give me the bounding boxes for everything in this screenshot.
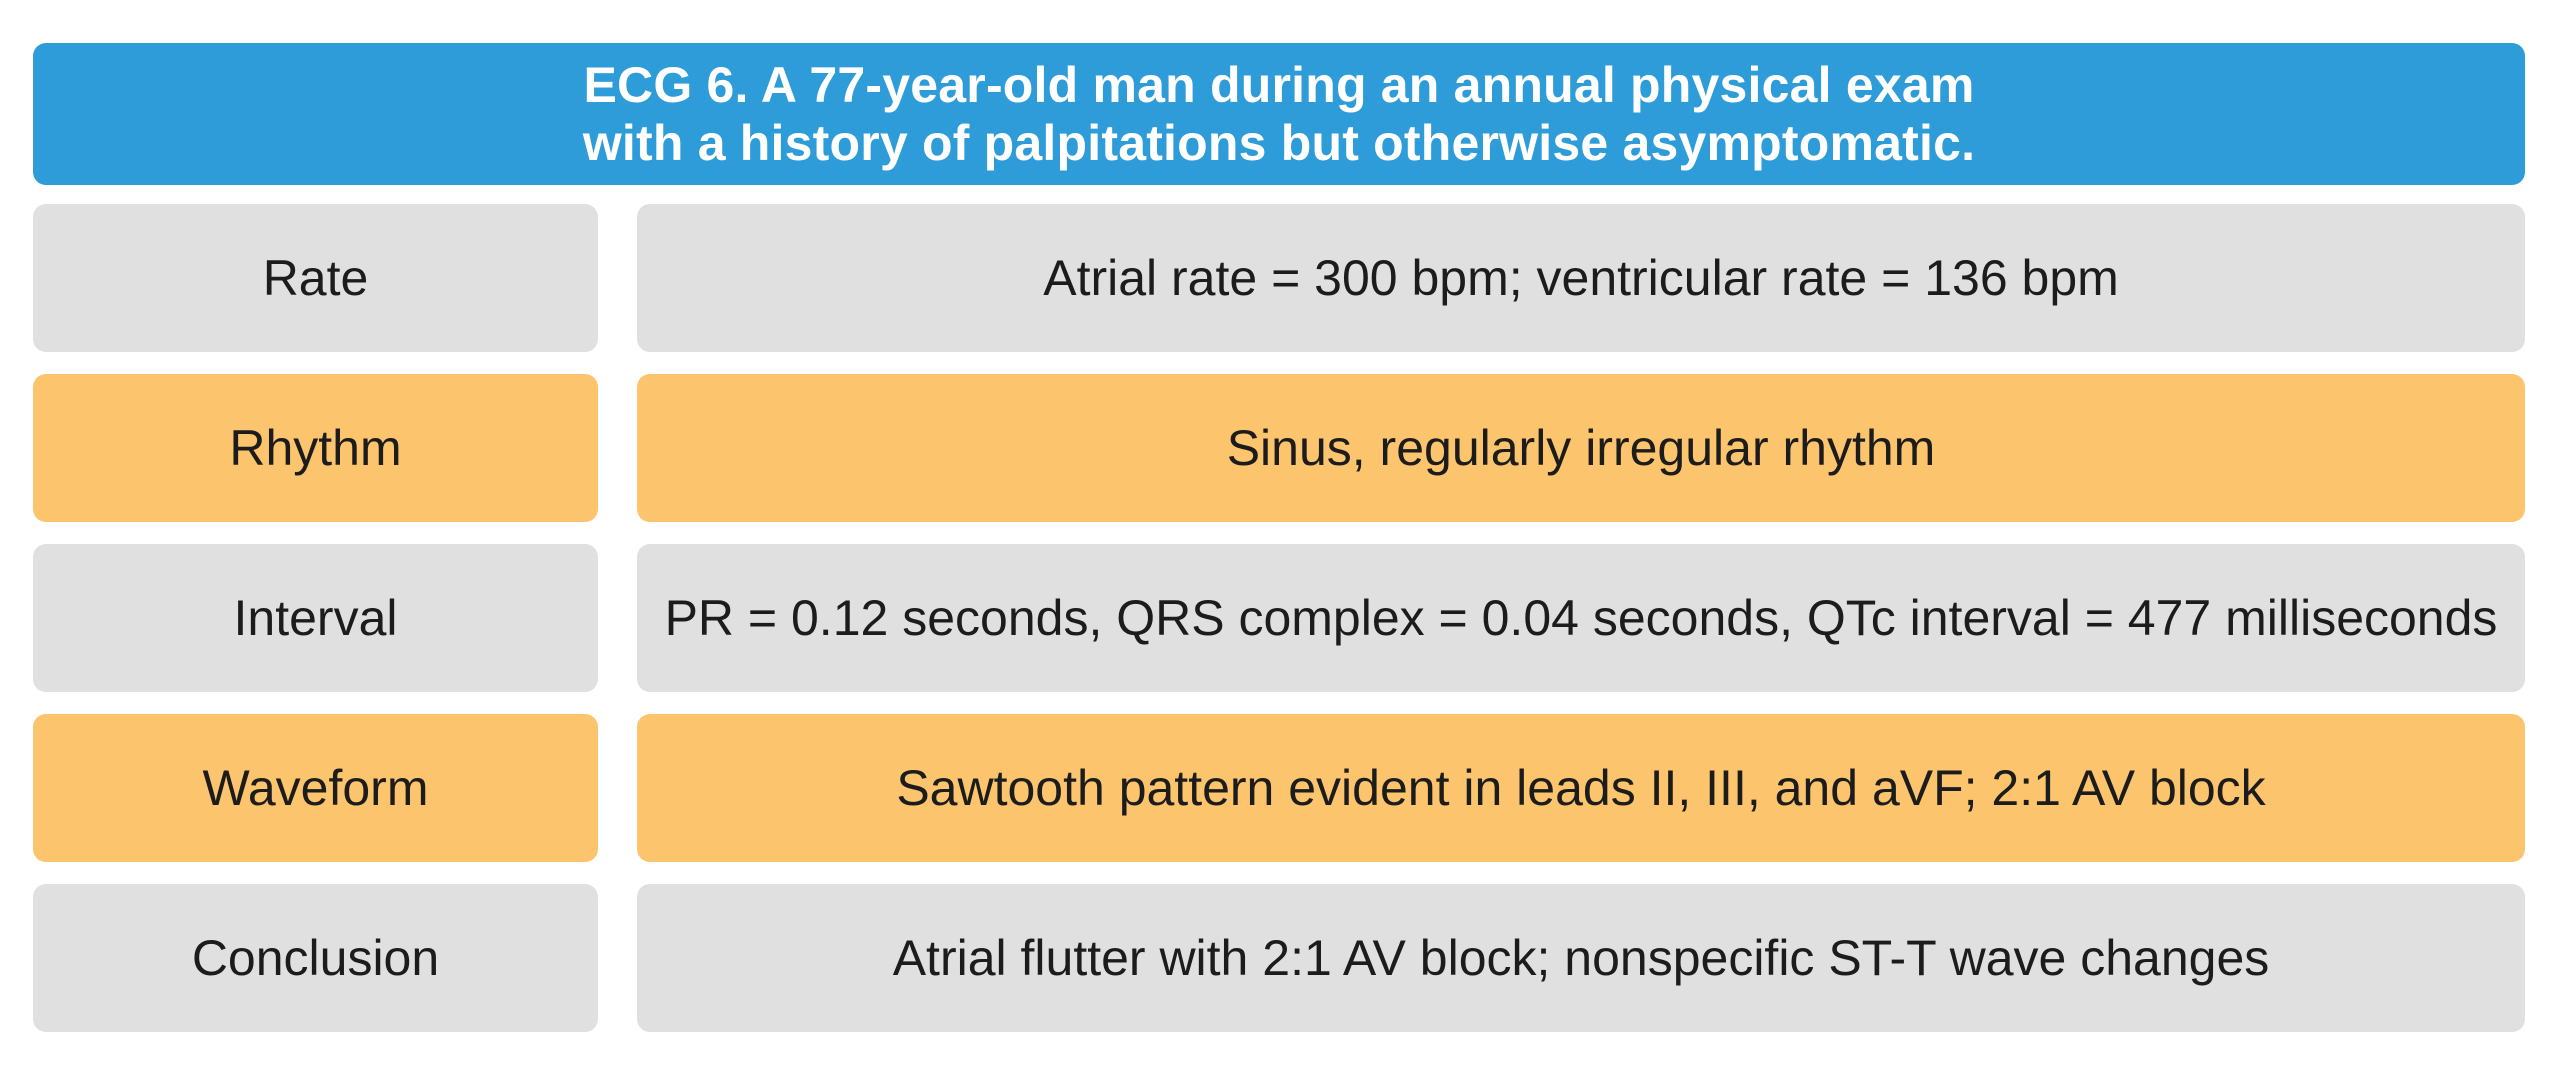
table-row-waveform: Waveform Sawtooth pattern evident in lea… [33, 714, 2525, 862]
case-title-banner: ECG 6. A 77-year-old man during an annua… [33, 43, 2525, 185]
row-value-rhythm: Sinus, regularly irregular rhythm [637, 374, 2525, 522]
row-label-waveform: Waveform [33, 714, 598, 862]
row-value-waveform: Sawtooth pattern evident in leads II, II… [637, 714, 2525, 862]
table-row-rhythm: Rhythm Sinus, regularly irregular rhythm [33, 374, 2525, 522]
table-row-rate: Rate Atrial rate = 300 bpm; ventricular … [33, 204, 2525, 352]
table-row-interval: Interval PR = 0.12 seconds, QRS complex … [33, 544, 2525, 692]
row-value-interval: PR = 0.12 seconds, QRS complex = 0.04 se… [637, 544, 2525, 692]
row-label-rate: Rate [33, 204, 598, 352]
row-label-interval: Interval [33, 544, 598, 692]
case-title-line-2: with a history of palpitations but other… [582, 115, 1976, 171]
table-row-conclusion: Conclusion Atrial flutter with 2:1 AV bl… [33, 884, 2525, 1032]
row-label-conclusion: Conclusion [33, 884, 598, 1032]
case-title-line-1: ECG 6. A 77-year-old man during an annua… [583, 57, 1975, 113]
row-value-conclusion: Atrial flutter with 2:1 AV block; nonspe… [637, 884, 2525, 1032]
row-label-rhythm: Rhythm [33, 374, 598, 522]
row-value-rate: Atrial rate = 300 bpm; ventricular rate … [637, 204, 2525, 352]
